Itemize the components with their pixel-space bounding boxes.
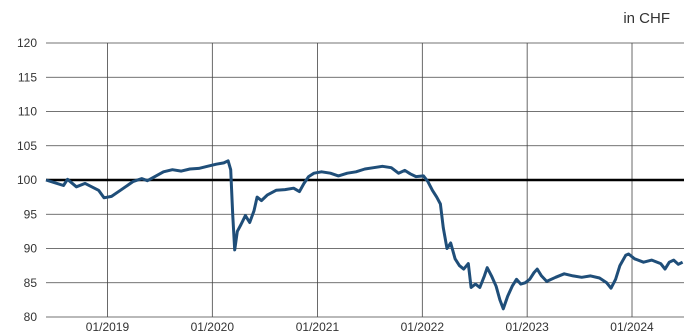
x-tick-label: 01/2023 — [505, 320, 549, 333]
x-axis: 01/2019 01/2020 01/2021 01/2022 01/2023 01/20… — [86, 320, 654, 333]
y-tick-label: 90 — [24, 242, 38, 256]
unit-label: in CHF — [623, 10, 670, 27]
y-tick-label: 110 — [18, 105, 37, 119]
x-tick-label: 01/2024 — [610, 320, 654, 333]
x-tick-label: 01/2021 — [296, 320, 340, 333]
y-axis: 80 85 90 95 100 105 110 115 120 — [17, 36, 37, 324]
y-tick-label: 115 — [18, 70, 37, 84]
y-tick-label: 95 — [24, 207, 38, 221]
y-tick-label: 100 — [17, 173, 37, 187]
x-tick-label: 01/2020 — [191, 320, 235, 333]
series-group — [45, 159, 684, 311]
y-tick-label: 80 — [24, 310, 38, 324]
y-tick-label: 120 — [17, 36, 37, 50]
x-tick-label: 01/2019 — [86, 320, 130, 333]
y-tick-label: 85 — [24, 276, 38, 290]
y-tick-label: 105 — [17, 139, 37, 153]
x-tick-label: 01/2022 — [401, 320, 445, 333]
series-line — [45, 159, 684, 311]
